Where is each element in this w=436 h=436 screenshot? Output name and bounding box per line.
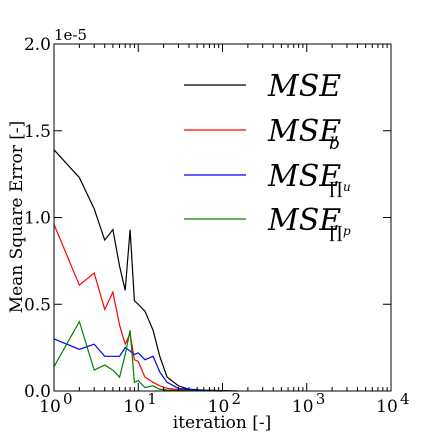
legend-entry-label: MSE	[267, 114, 341, 149]
ticks-layer: 10 0 10 1 10 2 10 3 10 40.00.51.01.52.0	[24, 35, 410, 417]
x-tick-label: 10	[376, 397, 398, 417]
x-tick-label: 10	[123, 397, 145, 417]
legend-entry-subscript: ∏	[329, 179, 343, 199]
x-tick-label-exponent: 0	[63, 390, 73, 408]
legend-entry-label: MSE	[267, 203, 341, 238]
y-offset-label: 1e-5	[54, 26, 87, 44]
legend-entry-label: MSE	[267, 159, 341, 194]
series-line-1	[53, 224, 223, 392]
y-tick-label: 2.0	[24, 35, 51, 55]
y-tick-label: 0.0	[24, 382, 51, 402]
series-layer	[53, 149, 238, 392]
legend-entry-label: MSE	[267, 69, 341, 104]
x-tick-label-exponent: 2	[232, 390, 242, 408]
x-axis-label: iteration [-]	[173, 413, 271, 433]
x-tick-label: 10	[208, 397, 230, 417]
x-tick-label: 10	[39, 397, 61, 417]
legend-entry-subsubscript: p	[343, 224, 351, 238]
series-line-0	[53, 149, 238, 392]
x-tick-label-exponent: 4	[400, 390, 410, 408]
y-tick-label: 0.5	[24, 295, 51, 315]
y-axis-label: Mean Square Error [-]	[7, 121, 27, 314]
legend-entry-subscript: ∏	[329, 223, 343, 243]
x-tick-label-exponent: 3	[316, 390, 326, 408]
x-tick-label: 10	[292, 397, 314, 417]
legend-entry-subsubscript: u	[343, 180, 351, 194]
series-line-2	[53, 338, 223, 392]
y-tick-label: 1.5	[24, 122, 51, 142]
series-line-3	[53, 320, 223, 392]
legend-entry-subscript: b	[329, 134, 340, 154]
y-tick-label: 1.0	[24, 209, 51, 229]
x-tick-label-exponent: 1	[147, 390, 157, 408]
